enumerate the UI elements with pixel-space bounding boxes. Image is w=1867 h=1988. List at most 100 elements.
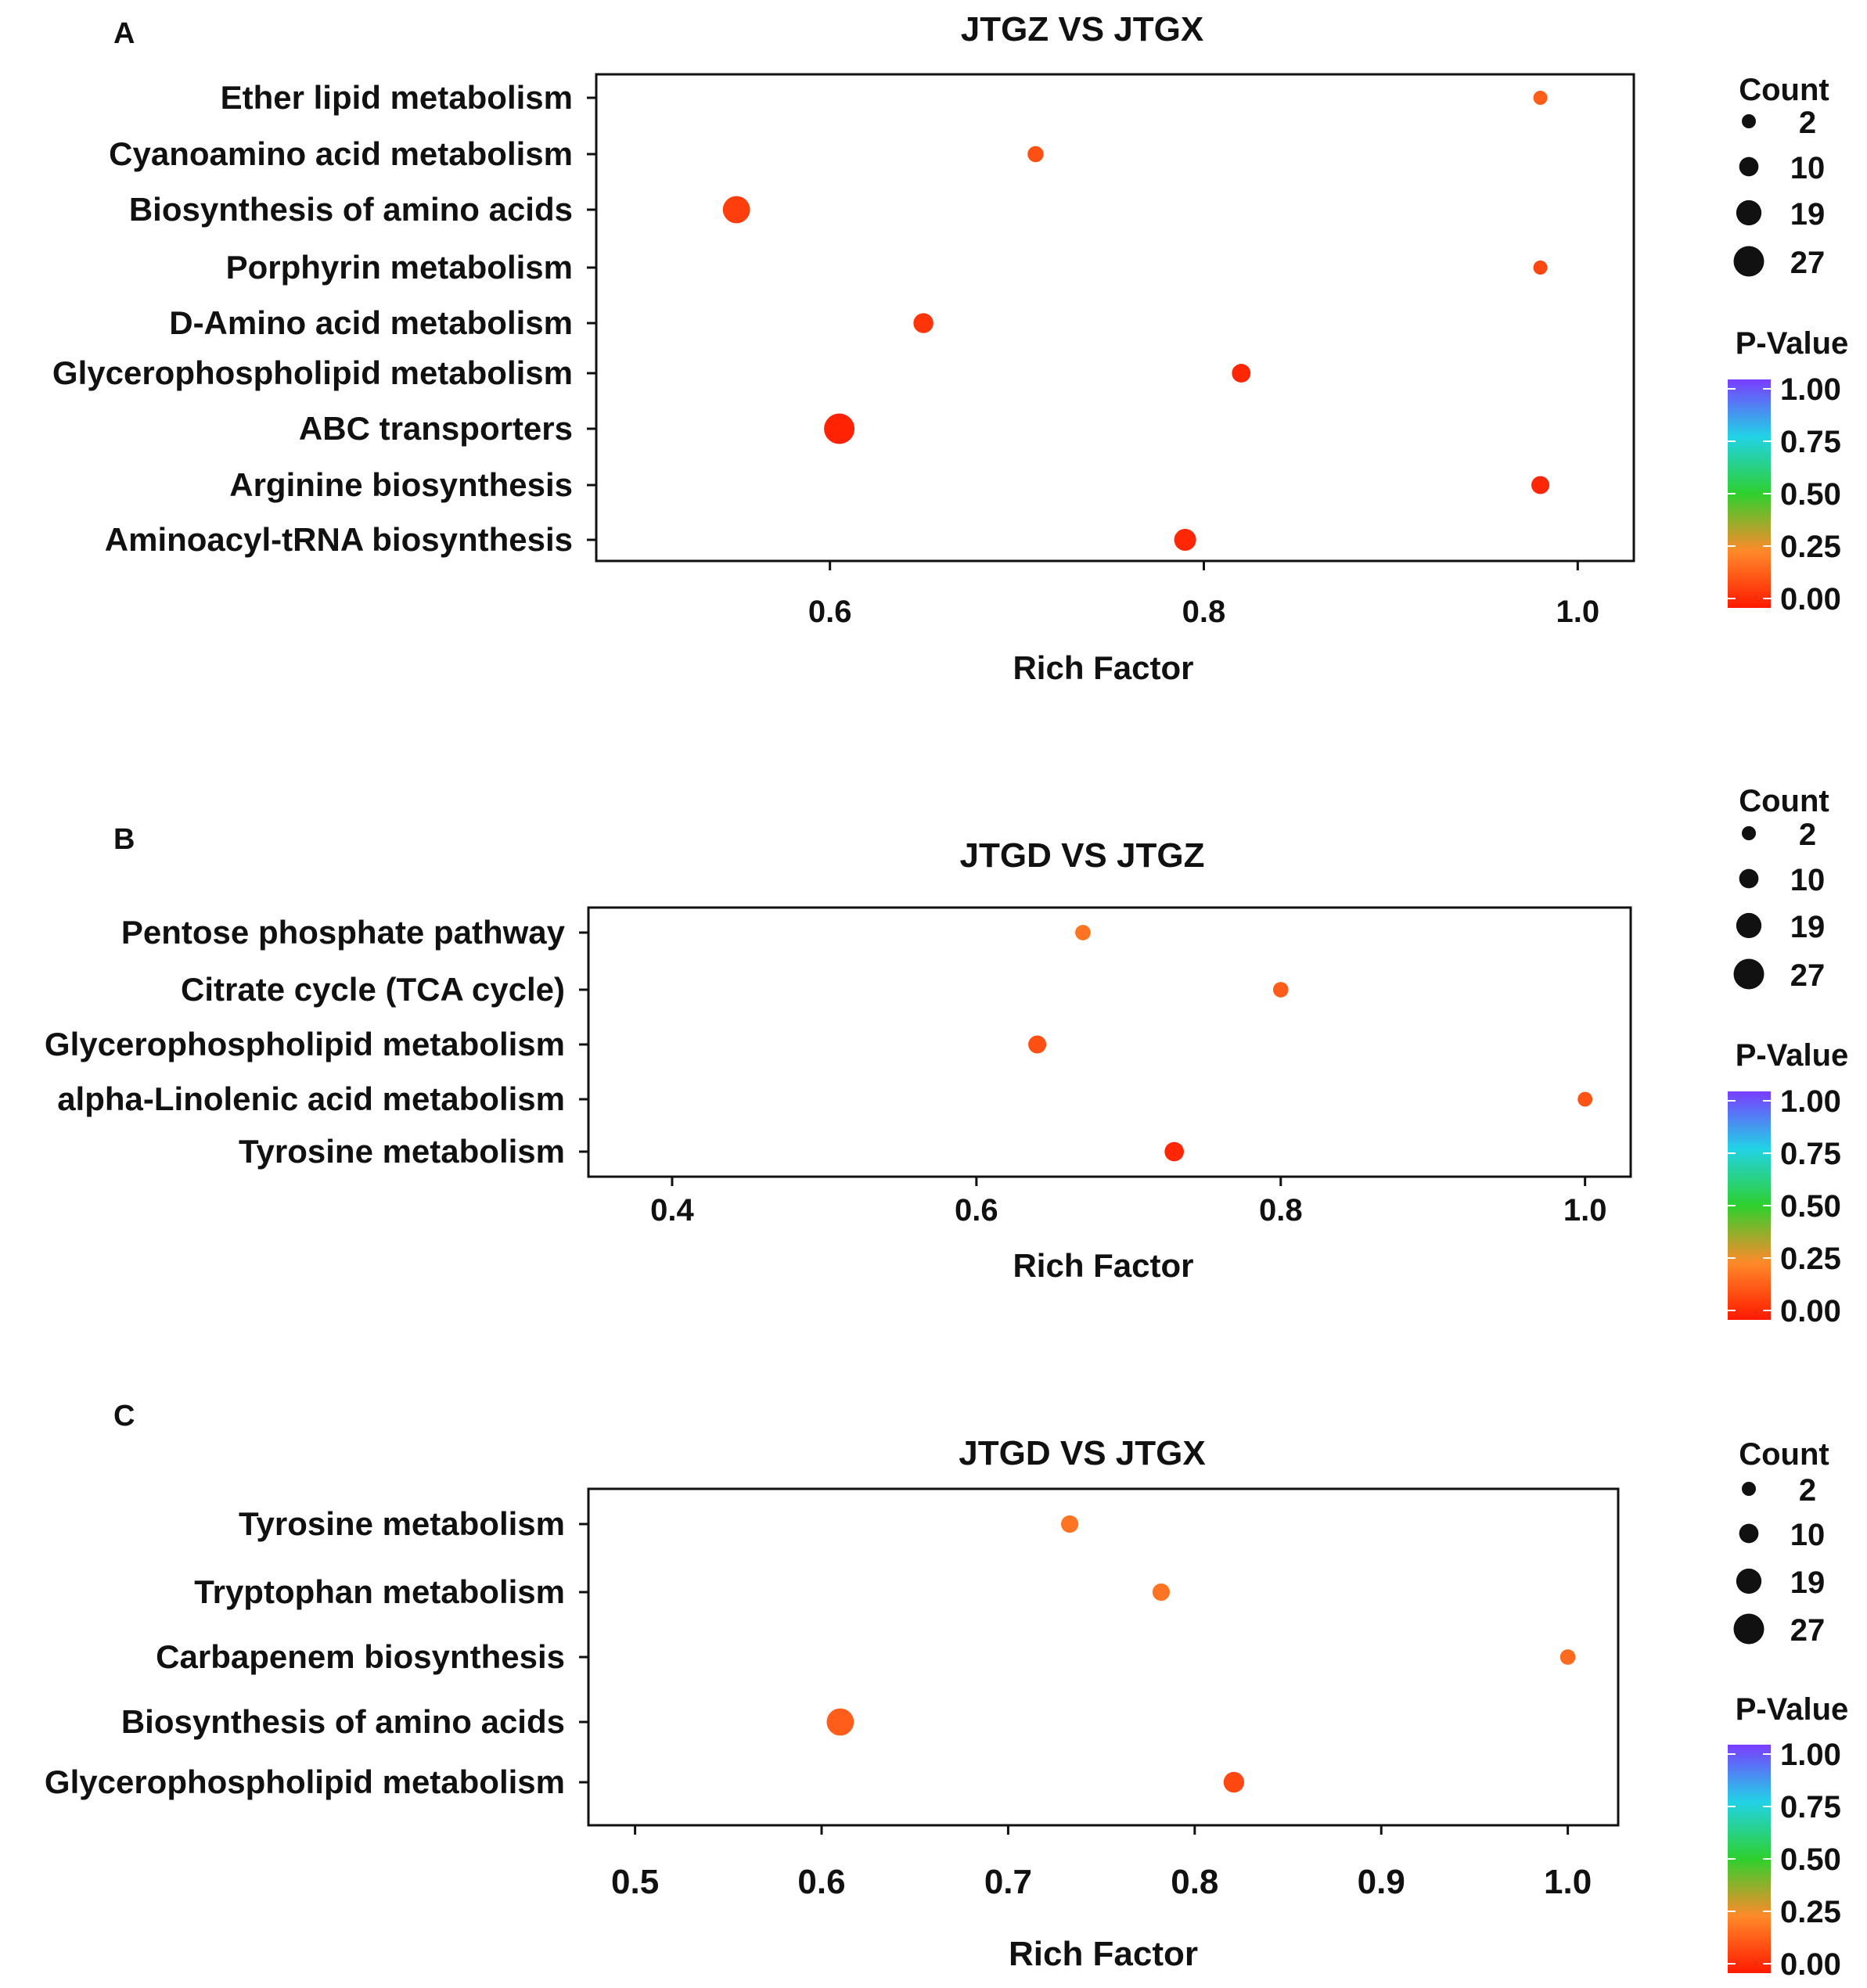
- y-tick-label: Glycerophospholipid metabolism: [45, 1026, 565, 1062]
- y-tick-label: Biosynthesis of amino acids: [129, 191, 573, 228]
- count-legend-dot: [1736, 200, 1762, 226]
- count-legend-label: 27: [1790, 246, 1826, 280]
- y-tick-label: Carbapenem biosynthesis: [156, 1638, 565, 1675]
- y-tick-label: Cyanoamino acid metabolism: [109, 135, 573, 172]
- panel-c: C JTGD VS JTGX Tyrosine metabolism Trypto…: [45, 1400, 1848, 1982]
- x-tick-label: 0.9: [1358, 1863, 1405, 1901]
- x-tick-label: 0.8: [1171, 1863, 1218, 1901]
- x-tick-label: 0.6: [955, 1193, 998, 1228]
- x-tick-label: 0.8: [1182, 595, 1226, 629]
- x-axis: 0.5 0.6 0.7 0.8 0.9 1.0: [611, 1825, 1592, 1901]
- y-tick-label: D-Amino acid metabolism: [169, 304, 573, 341]
- count-legend-dot: [1742, 114, 1756, 128]
- y-tick-label: Porphyrin metabolism: [226, 249, 573, 286]
- chart-title: JTGZ VS JTGX: [961, 10, 1204, 49]
- chart-title: JTGD VS JTGZ: [960, 836, 1205, 875]
- pvalue-tick-label: 0.00: [1780, 1294, 1841, 1328]
- count-legend-label: 19: [1790, 197, 1826, 232]
- pvalue-tick-label: 0.00: [1780, 582, 1841, 617]
- y-tick-label: Biosynthesis of amino acids: [121, 1703, 565, 1740]
- count-legend-dot: [1736, 1568, 1762, 1594]
- y-tick-label: Ether lipid metabolism: [221, 79, 573, 116]
- x-tick-label: 0.4: [650, 1193, 694, 1228]
- count-legend-dot: [1733, 958, 1764, 990]
- x-axis: 0.4 0.6 0.8 1.0: [650, 1177, 1606, 1228]
- count-legend-title: Count: [1739, 73, 1829, 107]
- data-point: [1533, 261, 1548, 275]
- data-point: [1075, 925, 1091, 940]
- pvalue-tick-label: 0.25: [1780, 530, 1841, 564]
- y-tick-label: Pentose phosphate pathway: [121, 914, 566, 951]
- count-legend-label: 10: [1790, 1518, 1826, 1552]
- x-tick-label: 1.0: [1544, 1863, 1592, 1901]
- x-axis-label: Rich Factor: [1013, 1247, 1193, 1284]
- count-legend: Count 2 10 19 27: [1733, 784, 1829, 993]
- count-legend-dot: [1736, 912, 1762, 939]
- data-point: [1152, 1583, 1171, 1602]
- data-point: [1272, 982, 1289, 998]
- x-tick-label: 0.6: [797, 1863, 845, 1901]
- data-point: [826, 1708, 854, 1736]
- count-legend-label: 27: [1790, 1613, 1826, 1648]
- pvalue-legend: P-Value 1.00 0.75 0.50 0.25 0.00: [1728, 1692, 1848, 1982]
- x-tick-label: 0.6: [808, 595, 852, 629]
- count-legend: Count 2 10 19 27: [1733, 73, 1829, 280]
- x-tick-label: 0.5: [611, 1863, 659, 1901]
- pvalue-tick-label: 0.75: [1780, 1137, 1841, 1171]
- count-legend-dot: [1742, 1482, 1756, 1496]
- count-legend-title: Count: [1739, 1437, 1829, 1472]
- panel-a: A JTGZ VS JTGX Ether lipid metabolism Cya…: [52, 10, 1848, 686]
- y-tick-label: Glycerophospholipid metabolism: [52, 354, 573, 391]
- count-legend-dot: [1739, 868, 1759, 889]
- data-point: [913, 313, 934, 333]
- panel-label: A: [113, 17, 135, 50]
- pvalue-legend-title: P-Value: [1736, 326, 1849, 361]
- y-axis: Pentose phosphate pathway Citrate cycle (…: [45, 914, 588, 1170]
- data-point: [824, 413, 855, 444]
- x-axis-label: Rich Factor: [1013, 649, 1193, 686]
- count-legend-dot: [1733, 246, 1764, 277]
- plot-area: [595, 73, 1635, 563]
- pvalue-tick-label: 0.75: [1780, 1790, 1841, 1824]
- count-legend-label: 10: [1790, 151, 1826, 185]
- count-legend-label: 19: [1790, 1566, 1826, 1600]
- panel-label: B: [113, 823, 135, 856]
- data-point: [1223, 1771, 1245, 1793]
- pvalue-tick-label: 0.25: [1780, 1242, 1841, 1276]
- data-point: [1232, 364, 1251, 383]
- data-point: [1533, 91, 1548, 105]
- pvalue-tick-label: 1.00: [1780, 372, 1841, 407]
- x-axis: 0.6 0.8 1.0: [808, 561, 1599, 629]
- count-legend-label: 2: [1799, 106, 1816, 140]
- y-tick-label: Arginine biosynthesis: [229, 466, 573, 503]
- count-legend-dot: [1739, 1523, 1759, 1544]
- x-axis-label: Rich Factor: [1009, 1935, 1198, 1973]
- data-point: [1174, 528, 1196, 552]
- y-axis: Tyrosine metabolism Tryptophan metabolism…: [45, 1505, 588, 1800]
- x-tick-label: 1.0: [1563, 1193, 1607, 1228]
- y-tick-label: Glycerophospholipid metabolism: [45, 1763, 565, 1800]
- data-point: [1028, 1035, 1047, 1054]
- plot-area: [587, 906, 1632, 1178]
- y-tick-label: Tryptophan metabolism: [194, 1573, 565, 1610]
- chart-title: JTGD VS JTGX: [959, 1434, 1205, 1472]
- data-point: [1060, 1515, 1079, 1533]
- count-legend-label: 2: [1799, 1473, 1816, 1508]
- y-tick-label: ABC transporters: [299, 410, 573, 447]
- count-legend-title: Count: [1739, 784, 1829, 818]
- count-legend-label: 27: [1790, 958, 1826, 993]
- count-legend-dot: [1742, 826, 1756, 840]
- panel-b: B JTGD VS JTGZ Pentose phosphate pathway…: [45, 784, 1848, 1328]
- data-point: [1531, 476, 1550, 494]
- pvalue-legend-title: P-Value: [1736, 1038, 1849, 1073]
- x-tick-label: 0.8: [1259, 1193, 1303, 1228]
- pvalue-legend-title: P-Value: [1736, 1692, 1849, 1727]
- y-tick-label: Aminoacyl-tRNA biosynthesis: [105, 521, 573, 558]
- data-point: [1164, 1141, 1185, 1162]
- count-legend-label: 10: [1790, 863, 1826, 897]
- points: [722, 91, 1550, 552]
- count-legend-dot: [1739, 156, 1759, 177]
- data-point: [1577, 1091, 1593, 1107]
- pvalue-tick-label: 0.50: [1780, 1189, 1841, 1224]
